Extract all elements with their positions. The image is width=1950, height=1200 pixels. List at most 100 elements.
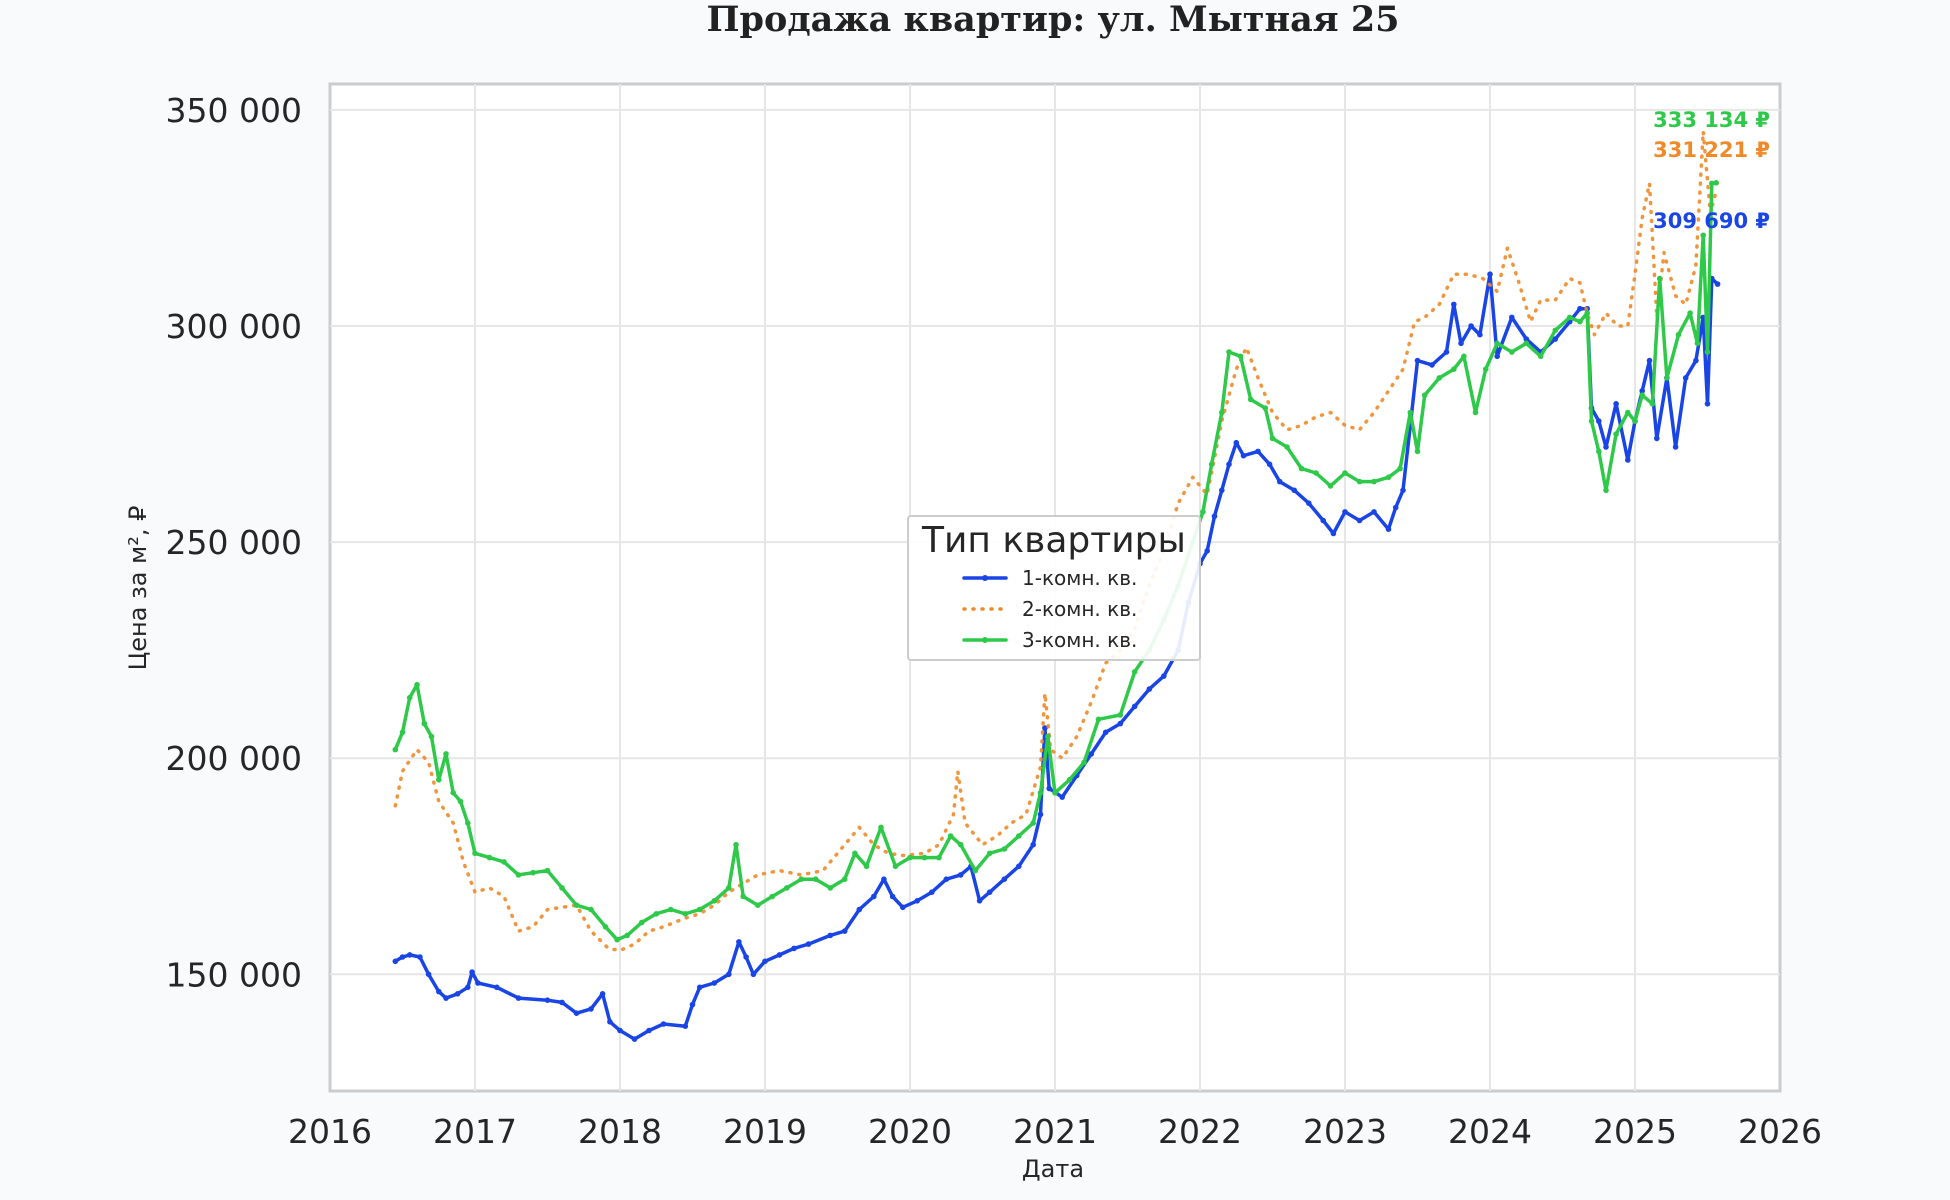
data-point <box>1639 388 1645 394</box>
data-point <box>733 841 739 848</box>
data-point <box>769 893 775 900</box>
data-point <box>1240 452 1247 459</box>
data-point <box>1494 340 1500 347</box>
data-point <box>1117 712 1124 718</box>
data-point <box>515 995 522 1001</box>
data-point <box>1052 790 1058 796</box>
data-point <box>1400 487 1406 494</box>
data-point <box>1356 517 1363 524</box>
data-point <box>929 889 935 895</box>
data-point <box>900 904 906 911</box>
data-point <box>827 932 834 939</box>
data-point <box>501 859 507 865</box>
data-point <box>457 798 464 805</box>
data-point <box>1566 314 1573 321</box>
data-point <box>1694 340 1701 347</box>
data-point <box>1226 461 1232 468</box>
x-axis-ticks: 2016 2017 2018 2019 2020 2021 2022 2023 2024 2025… <box>288 1112 1822 1151</box>
data-point <box>421 720 428 727</box>
data-point <box>827 885 834 891</box>
data-point <box>726 885 732 891</box>
data-point <box>986 889 993 895</box>
data-point <box>957 841 964 848</box>
data-point <box>607 1019 613 1025</box>
legend-marker <box>982 575 988 581</box>
x-tick-label: 2023 <box>1303 1112 1387 1151</box>
data-point <box>631 1036 638 1042</box>
data-point <box>1704 401 1711 407</box>
data-point <box>1523 336 1530 342</box>
data-point <box>1625 457 1631 463</box>
y-tick-label: 200 000 <box>166 739 302 778</box>
data-point <box>1509 314 1515 321</box>
data-point <box>1037 790 1044 796</box>
data-point <box>1046 785 1052 792</box>
data-point <box>1713 180 1719 186</box>
data-point <box>1161 673 1167 679</box>
data-point <box>1468 323 1474 329</box>
data-point <box>515 872 522 878</box>
legend-box <box>907 515 1201 661</box>
data-point <box>1414 357 1421 364</box>
data-point <box>660 1021 667 1027</box>
data-point <box>406 952 413 958</box>
data-point <box>1211 513 1218 519</box>
data-point <box>1356 478 1363 485</box>
data-point <box>1237 353 1244 360</box>
data-point <box>1625 409 1631 416</box>
data-point <box>544 997 551 1003</box>
data-point <box>617 1027 623 1034</box>
data-point <box>1414 448 1421 455</box>
data-point <box>1443 349 1450 355</box>
data-point <box>1487 271 1493 278</box>
legend-entries: 1-комн. кв. 2-комн. кв. 3-комн. кв. <box>962 566 1137 652</box>
data-point <box>1552 336 1559 342</box>
series-3 <box>392 180 1719 943</box>
data-point <box>1613 431 1619 437</box>
data-point <box>947 833 954 839</box>
data-point <box>812 876 819 882</box>
data-point <box>791 945 797 952</box>
legend-marker <box>982 637 988 643</box>
data-point <box>414 681 420 688</box>
data-point <box>689 1001 696 1008</box>
x-tick-label: 2025 <box>1593 1112 1677 1151</box>
data-point <box>1654 435 1660 442</box>
data-point <box>1001 876 1008 882</box>
data-point <box>614 936 620 943</box>
data-point <box>784 885 790 891</box>
data-point <box>1037 811 1044 818</box>
y-tick-label: 150 000 <box>166 955 302 994</box>
data-point <box>1226 349 1232 355</box>
data-point <box>976 898 983 904</box>
data-point <box>1330 530 1337 537</box>
data-point <box>798 876 805 882</box>
data-point <box>443 751 449 757</box>
data-point <box>755 902 761 908</box>
x-tick-label: 2018 <box>578 1112 662 1151</box>
data-point <box>646 1027 652 1034</box>
data-point <box>443 995 449 1001</box>
data-point <box>472 850 478 857</box>
x-tick-label: 2016 <box>288 1112 372 1151</box>
data-point <box>1646 357 1653 364</box>
legend-label: 3-комн. кв. <box>1022 628 1137 652</box>
data-point <box>1682 375 1689 381</box>
data-point <box>1117 720 1124 727</box>
data-point <box>841 928 848 934</box>
data-point <box>559 999 565 1006</box>
data-point <box>1320 517 1326 524</box>
data-point <box>776 952 783 958</box>
data-point <box>1233 439 1240 446</box>
data-point <box>750 971 757 978</box>
data-point <box>1385 526 1392 532</box>
data-point <box>1577 318 1583 325</box>
data-point <box>1306 500 1312 507</box>
data-point <box>1472 409 1479 416</box>
data-point <box>1584 310 1590 316</box>
data-point <box>1552 327 1559 334</box>
data-point <box>1371 509 1377 515</box>
data-point <box>1266 461 1273 468</box>
end-value-label: 309 690 ₽ <box>1653 209 1770 233</box>
data-point <box>986 850 993 857</box>
